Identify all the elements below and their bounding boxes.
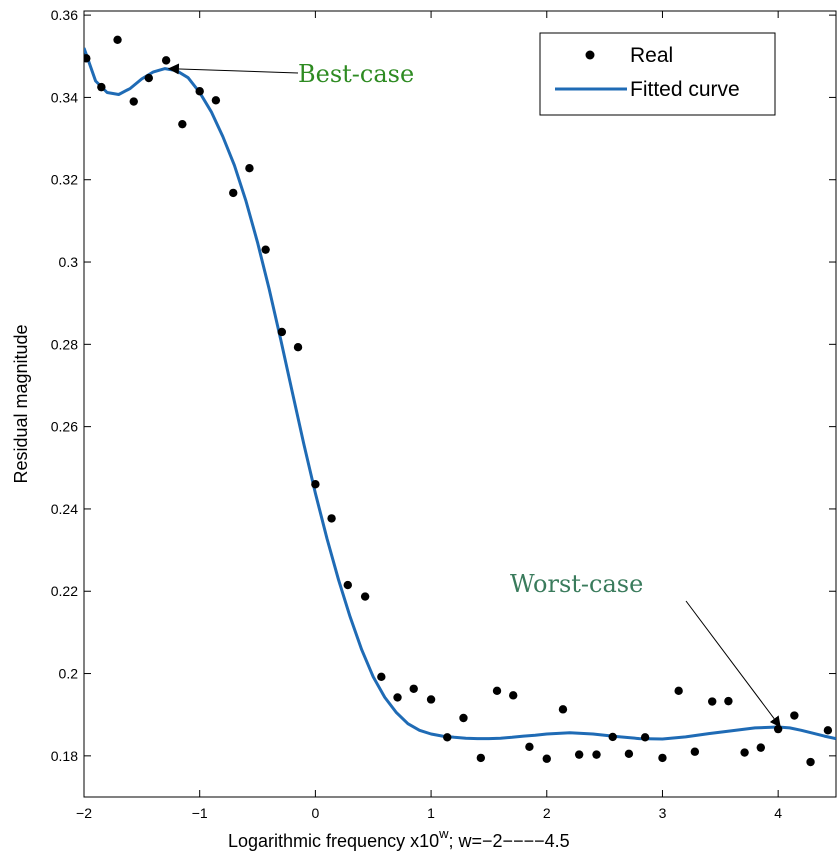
data-point (476, 753, 486, 763)
y-axis-title: Residual magnitude (11, 324, 31, 483)
data-point (229, 188, 238, 198)
y-tick-label: 0.36 (51, 7, 78, 23)
data-point (343, 580, 352, 590)
data-point (426, 695, 436, 704)
data-point (558, 705, 568, 714)
axis-tick-labels: −2 −1 0 1 2 3 4 0.18 0.2 0.22 0.24 0.26 0.28 0.3 0.32 0… (51, 7, 783, 821)
real-points (84, 35, 833, 767)
data-point (492, 686, 502, 696)
data-point (823, 726, 833, 735)
data-point (393, 693, 402, 702)
x-axis-title: Logarithmic frequency x10w; w=−2−−−−4.5 (228, 826, 570, 851)
data-point (129, 97, 138, 106)
data-point (211, 96, 221, 105)
annotation-label: Worst-case (510, 570, 643, 598)
data-point (608, 732, 617, 742)
data-point (756, 743, 765, 752)
legend-box (539, 32, 776, 116)
y-tick-label: 0.28 (51, 336, 78, 352)
legend-label-fitted-curve: Fitted curve (630, 78, 740, 101)
data-point (592, 750, 601, 759)
data-point (195, 87, 204, 96)
x-tick-label: 4 (774, 805, 782, 821)
data-point (790, 711, 799, 720)
y-tick-label: 0.18 (51, 748, 78, 764)
data-point (277, 327, 287, 337)
data-point (311, 480, 320, 489)
axis-ticks (83, 11, 836, 797)
data-point (113, 35, 122, 45)
data-point (360, 592, 370, 601)
annotation-label: Best-case (298, 60, 414, 88)
x-tick-label: 3 (659, 805, 667, 821)
data-point (525, 742, 534, 751)
data-point (245, 164, 254, 173)
x-tick-label: −2 (76, 805, 92, 821)
data-point (509, 691, 518, 700)
annotation-arrow (685, 600, 781, 728)
x-tick-label: 1 (427, 805, 435, 821)
data-point (97, 82, 106, 92)
plot-area (83, 10, 837, 798)
data-point (409, 684, 418, 693)
legend-marker-real (585, 50, 595, 60)
y-tick-label: 0.26 (51, 419, 78, 435)
data-point (658, 753, 667, 763)
x-tick-label: 2 (543, 805, 551, 821)
data-point (178, 119, 187, 129)
data-point (542, 754, 551, 763)
data-point (640, 733, 650, 742)
y-tick-label: 0.34 (51, 89, 78, 105)
legend-label-real: Real (630, 44, 673, 67)
legend: Real Fitted curve (539, 32, 776, 116)
annotation-arrow (167, 63, 299, 75)
y-tick-label: 0.22 (51, 583, 78, 599)
data-point (806, 757, 815, 767)
data-point (574, 750, 584, 759)
data-point (377, 672, 386, 682)
data-point (674, 686, 683, 696)
y-tick-label: 0.32 (51, 172, 78, 188)
fitted-curve-line (84, 47, 836, 741)
x-tick-label: 0 (311, 805, 319, 821)
data-point (459, 713, 468, 723)
x-tick-label: −1 (192, 805, 208, 821)
data-point (724, 696, 733, 706)
data-point (161, 56, 171, 65)
data-point (261, 245, 270, 254)
data-point (84, 54, 91, 63)
data-point (773, 724, 783, 734)
y-tick-label: 0.2 (59, 666, 79, 682)
data-point (740, 748, 749, 757)
data-point (708, 697, 717, 706)
y-tick-label: 0.24 (51, 501, 78, 517)
data-point (624, 749, 634, 758)
y-tick-label: 0.3 (59, 254, 79, 270)
data-point (327, 514, 336, 523)
data-point (293, 343, 303, 352)
data-point (690, 747, 700, 756)
data-point (144, 73, 153, 83)
annotations: Best-case Worst-case (167, 60, 781, 728)
data-point (443, 733, 452, 742)
